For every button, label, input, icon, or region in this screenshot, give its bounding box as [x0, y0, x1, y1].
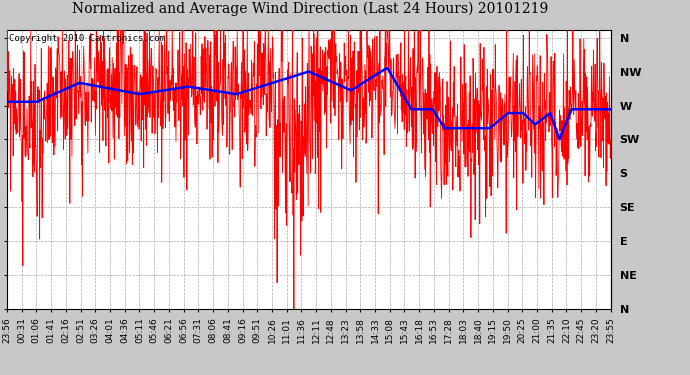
Text: Normalized and Average Wind Direction (Last 24 Hours) 20101219: Normalized and Average Wind Direction (L… [72, 2, 549, 16]
Text: Copyright 2010 Cartronics.com: Copyright 2010 Cartronics.com [9, 34, 165, 43]
